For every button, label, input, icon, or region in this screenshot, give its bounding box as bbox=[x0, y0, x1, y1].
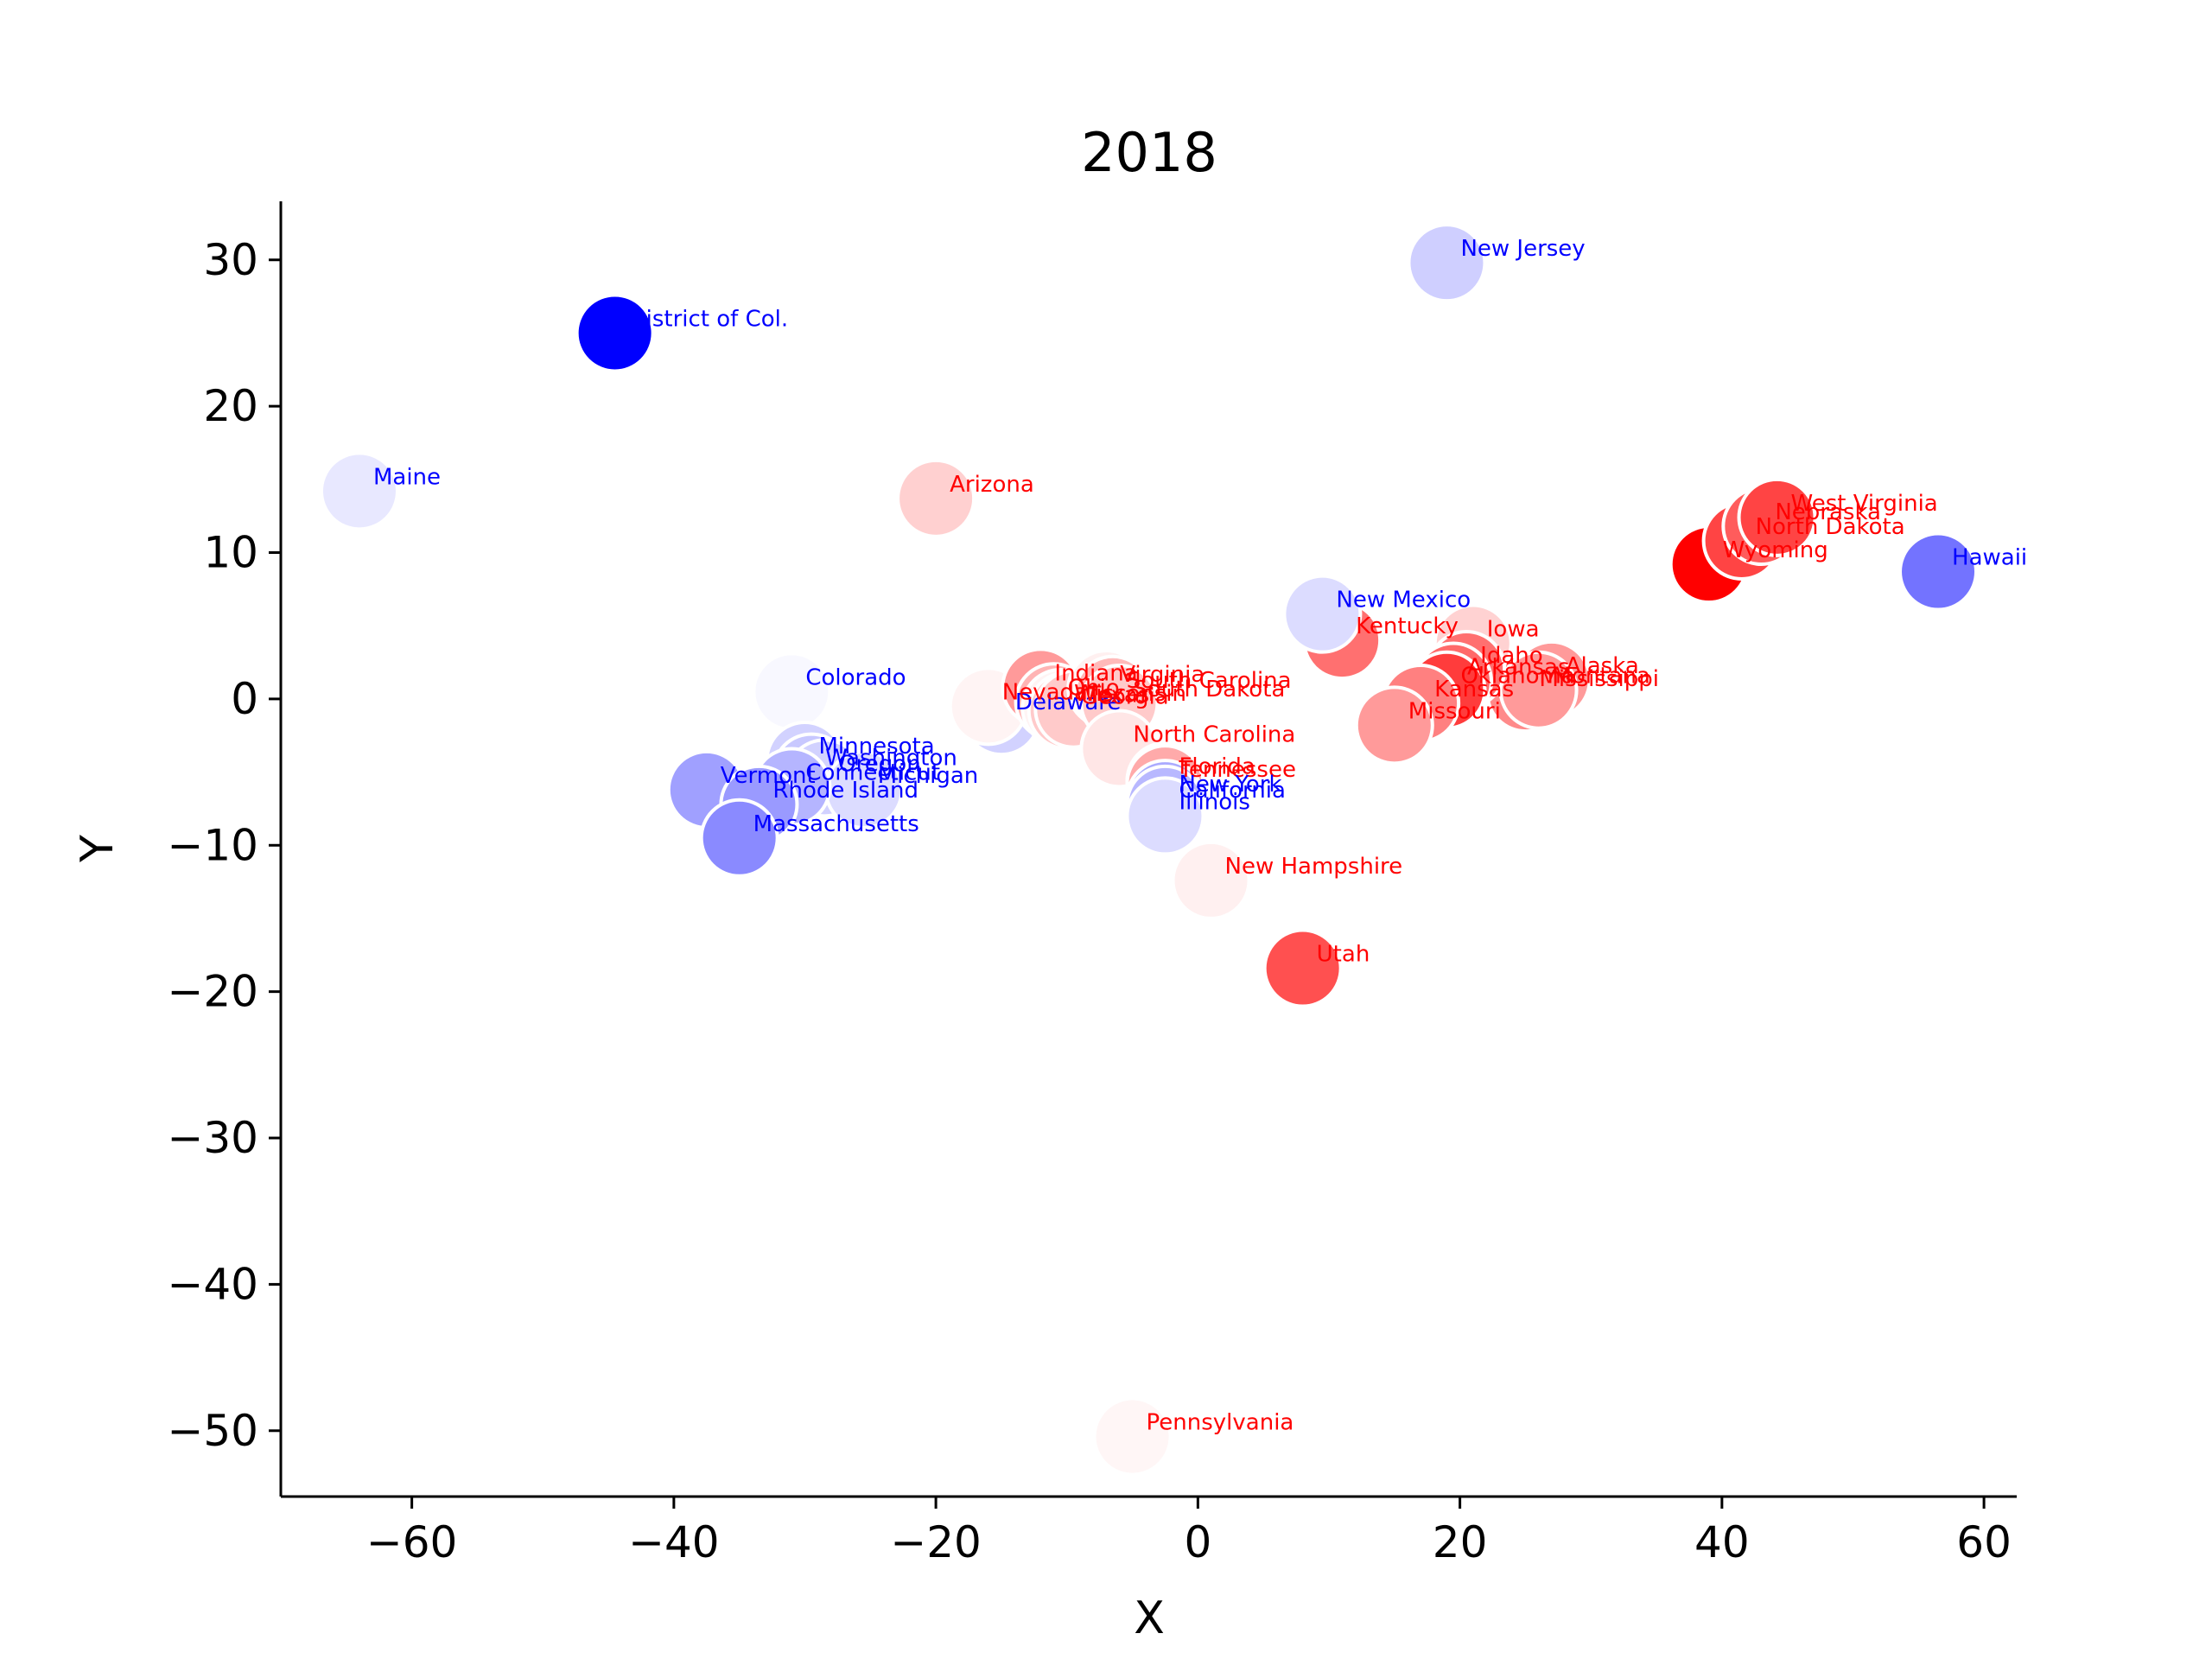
x-tick-label: 20 bbox=[1433, 1517, 1488, 1567]
y-tick-label: −10 bbox=[167, 820, 258, 870]
point-label: Idaho bbox=[1480, 643, 1543, 669]
y-tick-label: 10 bbox=[203, 528, 258, 578]
point-label: Mississippi bbox=[1539, 666, 1659, 692]
point-label: New Jersey bbox=[1460, 236, 1585, 262]
data-point bbox=[1354, 685, 1434, 766]
point-label: North Carolina bbox=[1133, 721, 1295, 747]
point-label: Colorado bbox=[805, 664, 906, 690]
x-tick-label: −40 bbox=[628, 1517, 720, 1567]
point-label: New Mexico bbox=[1336, 588, 1471, 613]
point-label: Virginia bbox=[1120, 662, 1205, 688]
point-label: Wisconsin bbox=[1074, 681, 1186, 707]
data-point bbox=[575, 293, 655, 373]
point-label: Iowa bbox=[1487, 617, 1540, 643]
data-point bbox=[699, 798, 779, 878]
point-label: South Carolina bbox=[1127, 668, 1292, 694]
point-label: South Dakota bbox=[1133, 677, 1285, 702]
point-label: Georgia bbox=[1081, 683, 1169, 709]
y-tick-label: −30 bbox=[167, 1113, 258, 1163]
y-tick-label: 20 bbox=[203, 381, 258, 431]
data-point bbox=[1125, 776, 1205, 856]
point-label: Wyoming bbox=[1723, 537, 1828, 563]
point-label: Indiana bbox=[1054, 660, 1137, 686]
point-label: Nebraska bbox=[1775, 499, 1881, 525]
point-label: Nevada bbox=[1002, 679, 1088, 705]
point-label: Kansas bbox=[1434, 677, 1514, 702]
y-tick-label: −50 bbox=[167, 1406, 258, 1456]
point-label: Michigan bbox=[878, 763, 979, 789]
point-label: Arkansas bbox=[1467, 655, 1570, 681]
data-point bbox=[1898, 531, 1979, 612]
point-label: Hawaii bbox=[1952, 545, 2027, 571]
point-label: New Hampshire bbox=[1225, 854, 1403, 880]
point-label: Delaware bbox=[1015, 690, 1121, 715]
point-label: Alaska bbox=[1566, 653, 1639, 679]
point-label: Kentucky bbox=[1356, 613, 1459, 639]
point-label: Washington bbox=[825, 746, 957, 772]
y-tick-label: 30 bbox=[203, 235, 258, 285]
y-tick-label: −20 bbox=[167, 967, 258, 1017]
x-tick-label: −60 bbox=[366, 1517, 458, 1567]
point-label: North Dakota bbox=[1756, 514, 1905, 540]
point-label: Utah bbox=[1317, 942, 1370, 968]
data-point bbox=[1262, 928, 1343, 1008]
point-label: District of Col. bbox=[629, 306, 789, 332]
data-point bbox=[1171, 840, 1251, 920]
point-label: Ohio bbox=[1068, 675, 1120, 701]
point-label: Minnesota bbox=[818, 734, 934, 760]
data-point bbox=[1407, 223, 1487, 303]
points-layer bbox=[319, 223, 1979, 1477]
x-ticks: −60 −40 −20 0 20 40 60 bbox=[366, 1497, 2012, 1567]
y-axis-title: Y bbox=[72, 835, 124, 863]
point-label: New York bbox=[1179, 772, 1281, 798]
point-label: Montana bbox=[1553, 664, 1650, 690]
x-axis-title: X bbox=[1134, 1592, 1165, 1644]
y-tick-label: 0 bbox=[231, 674, 258, 724]
point-label: Maine bbox=[373, 464, 441, 490]
y-ticks: −50 −40 −30 −20 −10 0 10 20 30 bbox=[167, 235, 281, 1456]
point-label: Arizona bbox=[950, 472, 1034, 498]
data-point bbox=[1737, 477, 1817, 557]
point-label: Massachusetts bbox=[753, 811, 919, 837]
point-label: Pennsylvania bbox=[1147, 1410, 1294, 1436]
point-label: California bbox=[1179, 778, 1285, 804]
data-point bbox=[1282, 574, 1363, 654]
point-label: Illinois bbox=[1179, 789, 1250, 815]
data-point bbox=[896, 458, 976, 538]
point-label: Oklahoma bbox=[1460, 664, 1574, 690]
point-label: Tennessee bbox=[1178, 757, 1296, 783]
x-tick-label: 40 bbox=[1694, 1517, 1750, 1567]
x-tick-label: 0 bbox=[1184, 1517, 1211, 1567]
point-label: West Virginia bbox=[1791, 491, 1938, 517]
x-tick-label: 60 bbox=[1956, 1517, 2012, 1567]
chart-title: 2018 bbox=[1081, 121, 1217, 184]
point-label: Florida bbox=[1179, 754, 1255, 780]
point-label: Connecticut bbox=[805, 760, 940, 786]
data-point bbox=[1092, 1396, 1173, 1477]
x-tick-label: −20 bbox=[890, 1517, 982, 1567]
point-label: Missouri bbox=[1408, 698, 1501, 724]
point-label: Oregon bbox=[838, 751, 920, 777]
point-label: Rhode Island bbox=[772, 778, 918, 804]
point-label: Vermont bbox=[721, 763, 816, 789]
data-point bbox=[319, 451, 399, 531]
point-label: Texas bbox=[1086, 683, 1149, 709]
y-tick-label: −40 bbox=[167, 1259, 258, 1309]
